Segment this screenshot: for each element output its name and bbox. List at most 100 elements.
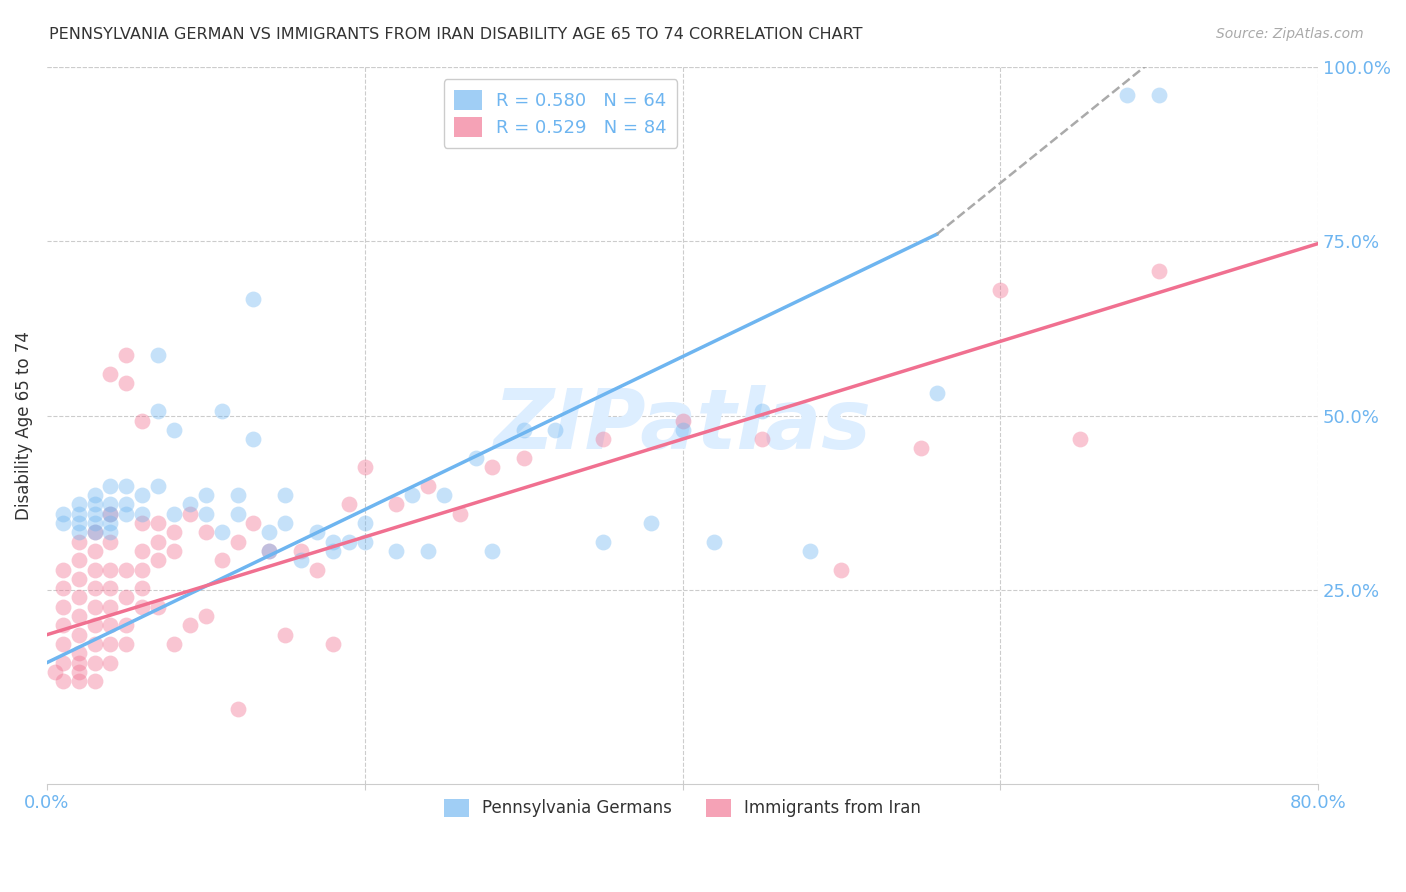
Point bbox=[131, 507, 153, 521]
Legend: Pennsylvania Germans, Immigrants from Iran: Pennsylvania Germans, Immigrants from Ir… bbox=[436, 790, 929, 826]
Point bbox=[52, 637, 75, 651]
Point bbox=[290, 553, 312, 567]
Point bbox=[146, 599, 169, 614]
Point bbox=[52, 618, 75, 632]
Point bbox=[274, 488, 297, 502]
Point bbox=[512, 423, 534, 437]
Point bbox=[67, 656, 90, 670]
Point bbox=[163, 423, 186, 437]
Point bbox=[100, 562, 122, 576]
Point bbox=[67, 665, 90, 679]
Point bbox=[1116, 87, 1139, 102]
Point bbox=[100, 507, 122, 521]
Point bbox=[242, 432, 264, 446]
Point bbox=[194, 488, 217, 502]
Point bbox=[274, 516, 297, 530]
Point bbox=[512, 450, 534, 465]
Point bbox=[100, 479, 122, 493]
Point bbox=[163, 544, 186, 558]
Point bbox=[67, 572, 90, 586]
Point bbox=[83, 525, 105, 540]
Point bbox=[449, 507, 471, 521]
Point bbox=[481, 544, 503, 558]
Point bbox=[115, 562, 138, 576]
Point bbox=[925, 385, 948, 400]
Point bbox=[988, 283, 1011, 297]
Point bbox=[67, 553, 90, 567]
Point bbox=[1147, 87, 1170, 102]
Point bbox=[179, 497, 201, 511]
Point bbox=[131, 488, 153, 502]
Point bbox=[146, 404, 169, 418]
Point bbox=[67, 507, 90, 521]
Point bbox=[52, 581, 75, 595]
Point bbox=[418, 544, 440, 558]
Point bbox=[100, 599, 122, 614]
Point bbox=[146, 534, 169, 549]
Point bbox=[226, 534, 249, 549]
Point bbox=[100, 534, 122, 549]
Point bbox=[115, 479, 138, 493]
Point bbox=[44, 665, 66, 679]
Point bbox=[799, 544, 821, 558]
Point bbox=[67, 674, 90, 689]
Point bbox=[353, 516, 375, 530]
Text: Source: ZipAtlas.com: Source: ZipAtlas.com bbox=[1216, 27, 1364, 41]
Point bbox=[83, 656, 105, 670]
Point bbox=[67, 646, 90, 660]
Point bbox=[146, 479, 169, 493]
Point bbox=[179, 507, 201, 521]
Point bbox=[322, 544, 344, 558]
Point bbox=[592, 432, 614, 446]
Point bbox=[115, 637, 138, 651]
Point bbox=[115, 376, 138, 391]
Point bbox=[67, 609, 90, 624]
Point bbox=[671, 413, 693, 427]
Point bbox=[52, 516, 75, 530]
Point bbox=[52, 656, 75, 670]
Point bbox=[385, 497, 408, 511]
Point bbox=[703, 534, 725, 549]
Point bbox=[401, 488, 423, 502]
Point bbox=[52, 562, 75, 576]
Point bbox=[100, 637, 122, 651]
Point bbox=[100, 656, 122, 670]
Point bbox=[385, 544, 408, 558]
Point bbox=[305, 562, 328, 576]
Point bbox=[115, 591, 138, 605]
Point bbox=[640, 516, 662, 530]
Point bbox=[211, 525, 233, 540]
Point bbox=[242, 516, 264, 530]
Point bbox=[67, 497, 90, 511]
Point bbox=[131, 413, 153, 427]
Point bbox=[830, 562, 852, 576]
Point bbox=[242, 293, 264, 307]
Point bbox=[100, 525, 122, 540]
Point bbox=[290, 544, 312, 558]
Point bbox=[544, 423, 567, 437]
Point bbox=[194, 525, 217, 540]
Point bbox=[131, 544, 153, 558]
Point bbox=[353, 534, 375, 549]
Point bbox=[259, 544, 281, 558]
Point bbox=[83, 637, 105, 651]
Point bbox=[83, 516, 105, 530]
Point bbox=[337, 497, 360, 511]
Point bbox=[83, 507, 105, 521]
Point bbox=[52, 674, 75, 689]
Point bbox=[67, 534, 90, 549]
Point bbox=[194, 507, 217, 521]
Point bbox=[100, 618, 122, 632]
Point bbox=[226, 507, 249, 521]
Point bbox=[163, 507, 186, 521]
Point bbox=[115, 497, 138, 511]
Point bbox=[1147, 264, 1170, 278]
Point bbox=[465, 450, 488, 465]
Point bbox=[353, 460, 375, 475]
Point bbox=[751, 432, 773, 446]
Point bbox=[179, 618, 201, 632]
Y-axis label: Disability Age 65 to 74: Disability Age 65 to 74 bbox=[15, 331, 32, 520]
Point bbox=[100, 581, 122, 595]
Point bbox=[67, 525, 90, 540]
Point bbox=[83, 562, 105, 576]
